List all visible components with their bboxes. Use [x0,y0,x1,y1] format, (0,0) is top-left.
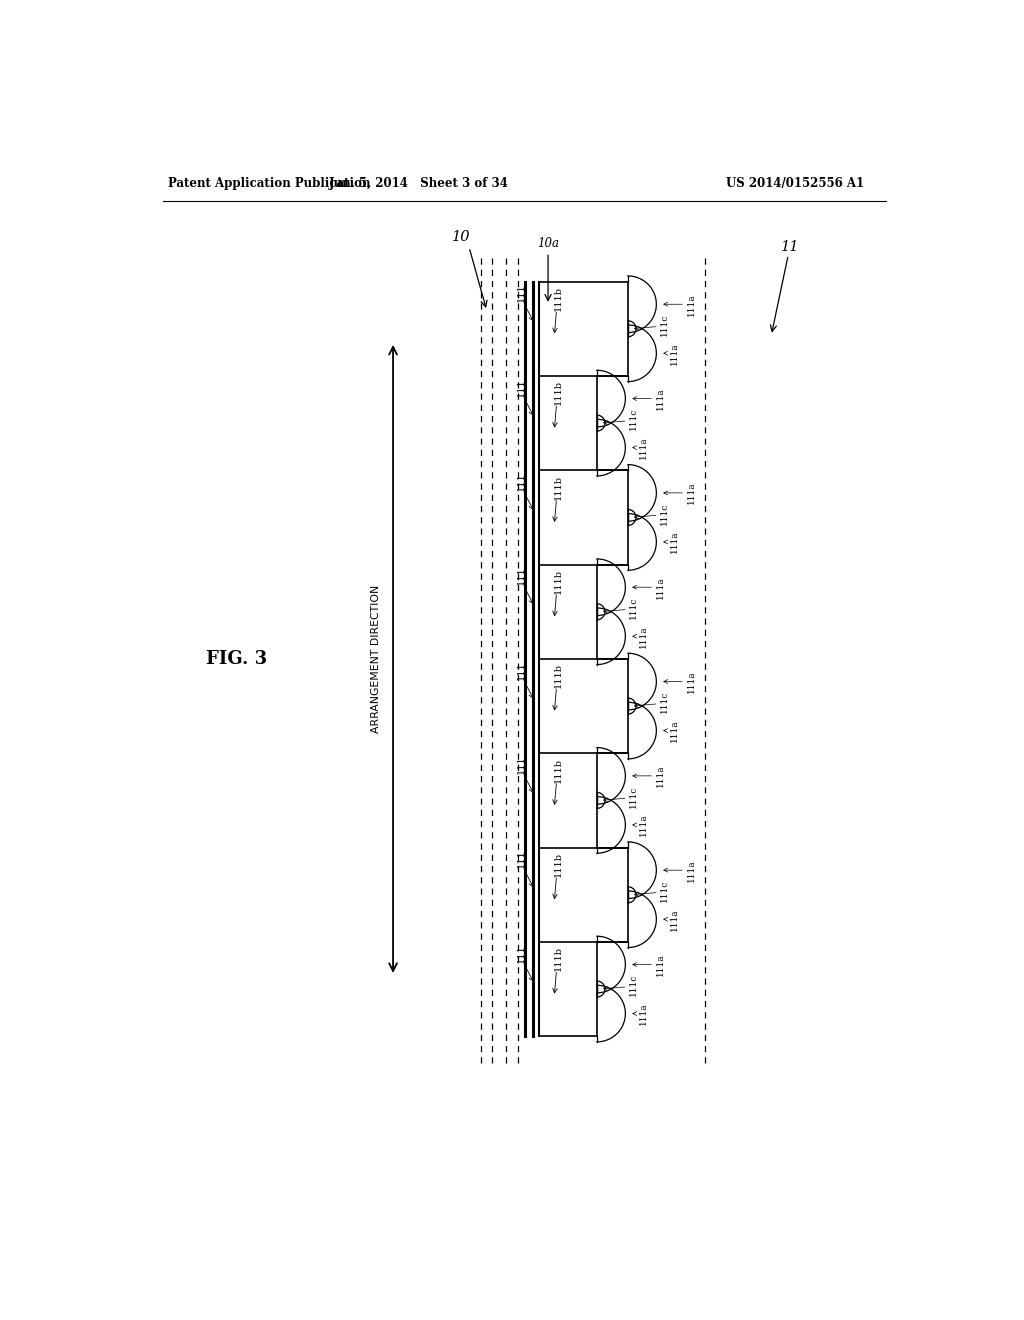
Text: Jun. 5, 2014   Sheet 3 of 34: Jun. 5, 2014 Sheet 3 of 34 [329,177,509,190]
Text: 111b: 111b [554,380,562,405]
Text: 111a: 111a [671,908,679,931]
Text: 111b: 111b [554,851,562,876]
Text: 111a: 111a [656,387,666,411]
Text: 111b: 111b [554,569,562,594]
Text: 111a: 111a [687,293,696,315]
Text: 111a: 111a [671,342,679,364]
Text: 111a: 111a [671,719,679,742]
Text: 111c: 111c [660,692,670,713]
Text: 111c: 111c [629,408,638,430]
Text: 111: 111 [517,755,526,774]
Text: 111c: 111c [629,597,638,619]
Text: 111: 111 [517,284,526,302]
Text: 111c: 111c [629,785,638,808]
Text: 111b: 111b [554,286,562,312]
Text: 111c: 111c [629,974,638,997]
Text: 111a: 111a [639,813,648,837]
Text: 111a: 111a [656,764,666,787]
Text: ARRANGEMENT DIRECTION: ARRANGEMENT DIRECTION [371,585,381,733]
Text: 111a: 111a [687,482,696,504]
Text: 111: 111 [517,661,526,680]
Text: 11: 11 [781,240,800,253]
Text: 111b: 111b [554,475,562,500]
Text: 111: 111 [517,566,526,585]
Text: 111a: 111a [639,624,648,648]
Text: 111a: 111a [687,671,696,693]
Text: 111c: 111c [660,503,670,525]
Text: 111: 111 [517,473,526,491]
Text: 111: 111 [517,850,526,869]
Text: FIG. 3: FIG. 3 [206,649,267,668]
Text: 111a: 111a [639,437,648,459]
Text: 111a: 111a [671,531,679,553]
Text: 111a: 111a [656,953,666,975]
Text: 111a: 111a [656,576,666,598]
Text: 111a: 111a [639,1002,648,1024]
Text: 111b: 111b [554,664,562,688]
Text: 111: 111 [517,378,526,396]
Text: Patent Application Publication: Patent Application Publication [168,177,371,190]
Text: US 2014/0152556 A1: US 2014/0152556 A1 [726,177,864,190]
Text: 111b: 111b [554,946,562,972]
Text: 111a: 111a [687,859,696,882]
Text: 10: 10 [452,230,470,244]
Text: 10a: 10a [537,236,559,249]
Text: 111c: 111c [660,314,670,337]
Text: 111c: 111c [660,879,670,902]
Text: 111b: 111b [554,758,562,783]
Text: 111: 111 [517,944,526,962]
